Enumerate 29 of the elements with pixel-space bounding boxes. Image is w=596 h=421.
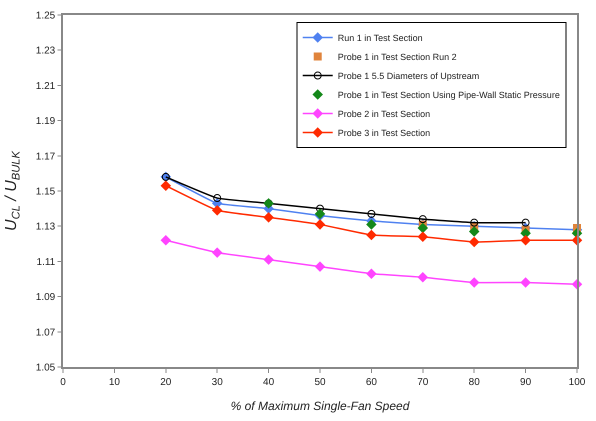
- x-tick-label: 0: [60, 376, 66, 388]
- x-tick-label: 40: [263, 376, 275, 388]
- x-tick-label: 90: [520, 376, 532, 388]
- y-tick-label: 1.09: [36, 292, 56, 304]
- x-tick-label: 80: [468, 376, 480, 388]
- y-tick-label: 1.25: [36, 10, 56, 22]
- y-tick-label: 1.19: [36, 116, 56, 128]
- x-tick-label: 70: [417, 376, 429, 388]
- y-tick-label: 1.23: [36, 46, 56, 57]
- legend-label: Probe 3 in Test Section: [338, 128, 430, 138]
- y-tick-label: 1.05: [36, 362, 56, 374]
- y-tick-label: 1.17: [36, 151, 56, 162]
- legend-label: Probe 1 in Test Section Using Pipe-Wall Static Pressure: [338, 90, 560, 100]
- x-axis-title: % of Maximum Single-Fan Speed: [230, 399, 410, 414]
- y-tick-label: 1.15: [36, 186, 56, 198]
- legend-label: Run 1 in Test Section: [338, 33, 423, 44]
- x-tick-label: 10: [108, 376, 120, 388]
- legend-label: Probe 2 in Test Section: [338, 109, 430, 120]
- x-tick-label: 100: [568, 376, 586, 388]
- y-tick-label: 1.21: [36, 80, 56, 92]
- y-tick-label: 1.07: [36, 327, 56, 338]
- x-tick-label: 20: [160, 376, 172, 388]
- y-tick-label: 1.13: [36, 222, 56, 233]
- legend-label: Probe 1 5.5 Diameters of Upstream: [338, 71, 480, 82]
- y-tick-label: 1.11: [36, 256, 56, 268]
- legend-label: Probe 1 in Test Section Run 2: [338, 52, 457, 62]
- x-tick-label: 30: [212, 376, 224, 388]
- x-tick-label: 50: [314, 376, 326, 388]
- x-tick-label: 60: [366, 376, 378, 388]
